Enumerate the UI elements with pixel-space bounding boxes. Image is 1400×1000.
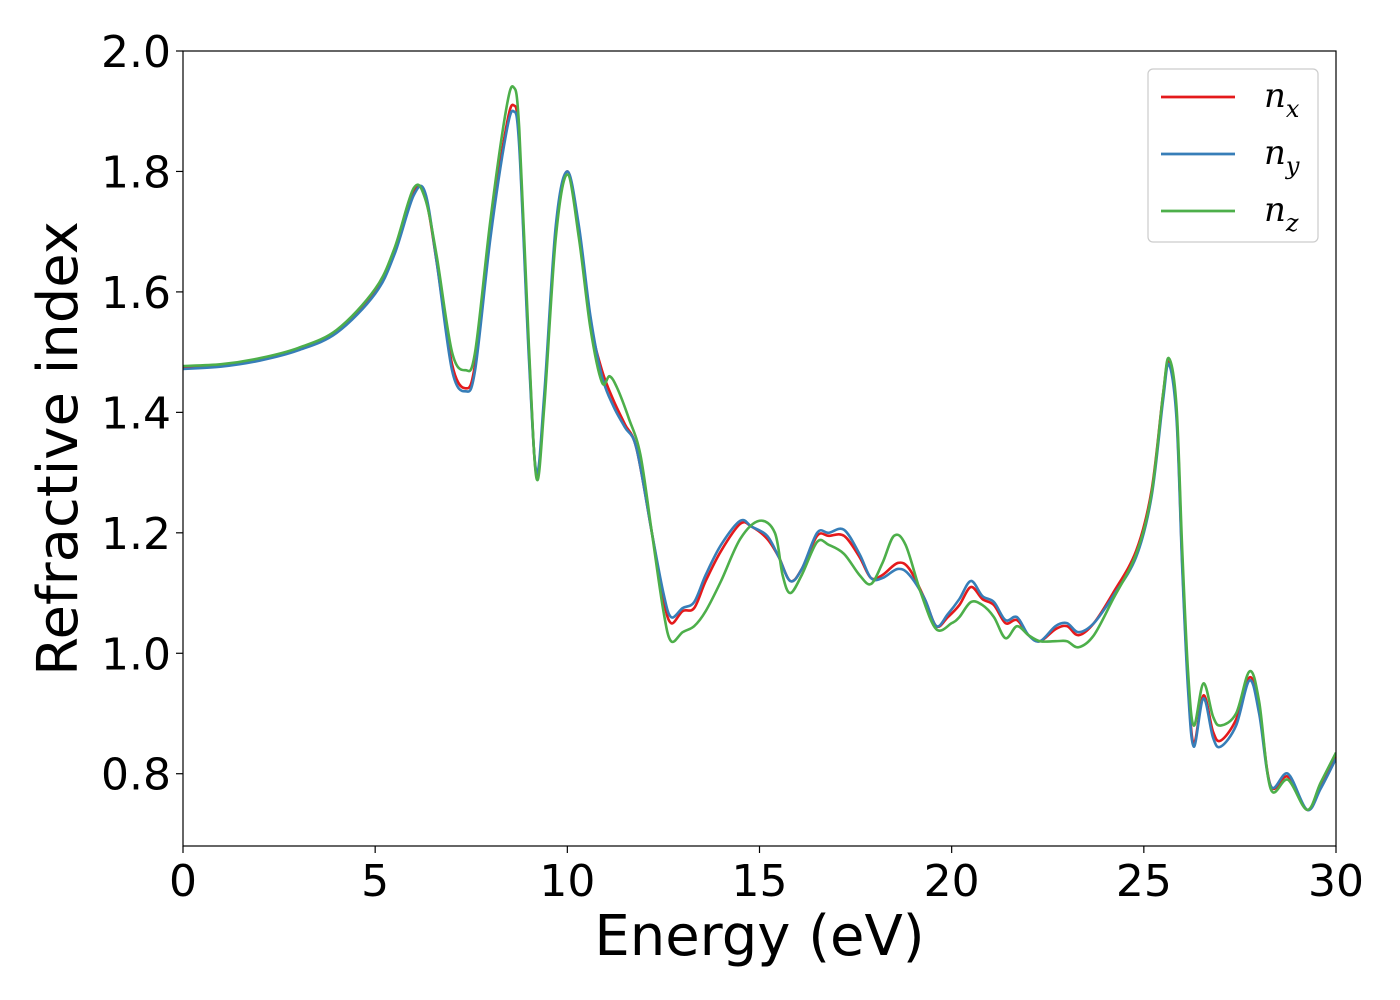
series-layer bbox=[183, 85, 1336, 812]
y-axis-label: Refractive index bbox=[26, 221, 91, 676]
y-tick-label: 0.8 bbox=[101, 750, 171, 801]
legend-box bbox=[1147, 68, 1319, 243]
x-tick-label: 0 bbox=[169, 856, 197, 907]
y-tick-label: 1.6 bbox=[101, 268, 171, 319]
legend-label-main: n bbox=[1264, 133, 1286, 173]
series-line-n-z bbox=[183, 85, 1336, 812]
y-tick-label: 1.8 bbox=[101, 147, 171, 198]
x-tick-label: 25 bbox=[1116, 856, 1172, 907]
x-tick-label: 15 bbox=[732, 856, 788, 907]
x-tick-label: 10 bbox=[539, 856, 595, 907]
y-tick-label: 2.0 bbox=[101, 27, 171, 78]
x-axis-label: Energy (eV) bbox=[594, 904, 924, 969]
legend-label-subscript: z bbox=[1285, 209, 1299, 237]
legend-label-y: ny bbox=[1264, 133, 1300, 180]
y-tick-label: 1.2 bbox=[101, 509, 171, 560]
legend-label-main: n bbox=[1264, 76, 1286, 116]
x-axis: 0 5 10 15 20 25 30 bbox=[169, 846, 1364, 907]
legend-label-main: n bbox=[1264, 190, 1286, 230]
y-tick-label: 1.4 bbox=[101, 388, 171, 439]
legend-label-subscript: x bbox=[1286, 95, 1300, 123]
legend-label-subscript: y bbox=[1285, 152, 1300, 180]
x-tick-label: 5 bbox=[361, 856, 389, 907]
legend-label-z: nz bbox=[1264, 190, 1299, 237]
y-axis: 0.8 1.0 1.2 1.4 1.6 1.8 2.0 bbox=[101, 27, 183, 801]
x-tick-label: 30 bbox=[1308, 856, 1364, 907]
y-tick-label: 1.0 bbox=[101, 629, 171, 680]
x-tick-label: 20 bbox=[924, 856, 980, 907]
legend-label-x: nx bbox=[1264, 76, 1300, 123]
